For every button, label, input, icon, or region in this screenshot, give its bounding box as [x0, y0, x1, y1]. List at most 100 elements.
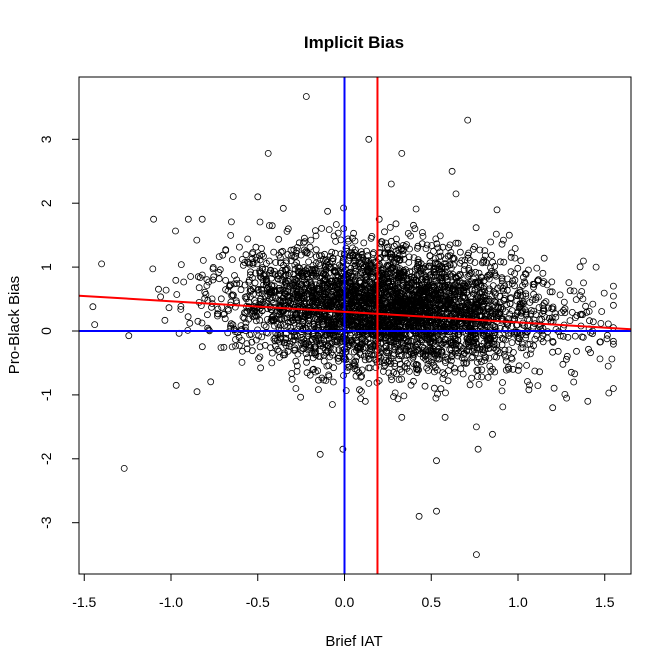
data-point: [447, 272, 455, 280]
data-point: [268, 222, 276, 230]
data-point: [349, 290, 357, 297]
data-point: [300, 234, 308, 242]
data-point: [91, 321, 99, 329]
data-point: [304, 346, 312, 354]
data-point: [201, 288, 209, 296]
data-point: [345, 337, 353, 345]
data-point: [587, 329, 594, 337]
data-point: [412, 205, 420, 213]
data-point: [292, 357, 300, 365]
data-point: [280, 314, 288, 322]
data-point: [205, 326, 213, 334]
data-point: [540, 278, 548, 286]
data-point: [572, 296, 580, 304]
data-point: [517, 257, 525, 265]
data-point: [349, 302, 357, 310]
data-point: [265, 222, 273, 229]
data-point: [499, 236, 507, 244]
data-point: [297, 347, 305, 354]
data-point: [342, 261, 350, 269]
data-point: [407, 275, 415, 283]
data-point: [365, 135, 373, 143]
data-point: [536, 316, 544, 323]
data-point: [535, 304, 543, 311]
data-point: [610, 337, 617, 345]
y-tick-label: -1: [38, 388, 54, 401]
data-point: [451, 287, 459, 295]
data-point: [469, 245, 477, 253]
data-point: [399, 268, 407, 276]
data-point: [517, 344, 525, 352]
data-point: [380, 363, 388, 370]
data-point: [539, 269, 547, 277]
data-point: [464, 254, 472, 262]
data-point: [384, 292, 392, 300]
data-point: [346, 269, 354, 277]
data-point: [561, 305, 569, 313]
data-point: [442, 389, 449, 397]
data-point: [162, 286, 170, 294]
data-point: [441, 371, 448, 378]
data-point: [242, 295, 250, 303]
data-point: [508, 249, 516, 257]
data-point: [499, 284, 507, 292]
data-point: [472, 423, 480, 431]
data-point: [426, 252, 434, 260]
data-point: [339, 337, 347, 345]
data-point: [195, 284, 203, 292]
data-point: [604, 331, 611, 339]
data-point: [485, 287, 493, 295]
data-point: [447, 304, 454, 312]
data-point: [524, 378, 531, 385]
data-point: [397, 301, 405, 309]
data-point: [465, 267, 473, 274]
data-point: [387, 336, 395, 344]
data-point: [438, 340, 446, 348]
data-point: [339, 283, 347, 291]
data-point: [457, 365, 465, 373]
data-point: [474, 373, 482, 380]
data-point: [423, 318, 431, 326]
data-point: [388, 283, 396, 291]
data-point: [586, 317, 593, 325]
data-point: [472, 335, 480, 343]
data-point: [357, 351, 365, 359]
data-point: [375, 358, 383, 366]
data-point: [392, 220, 400, 228]
data-point: [422, 245, 430, 253]
data-point: [414, 366, 422, 374]
data-point: [228, 256, 236, 264]
data-point: [506, 300, 514, 307]
data-point: [402, 335, 410, 343]
data-point: [447, 335, 455, 343]
data-point: [279, 204, 287, 212]
data-point: [432, 255, 439, 262]
x-axis: -1.5 -1.0 -0.5 0.0 0.5 1.0 1.5: [72, 574, 615, 610]
data-point: [394, 343, 402, 351]
y-tick-label: 3: [38, 135, 54, 143]
data-point: [297, 339, 305, 347]
data-point: [268, 296, 276, 304]
data-point: [258, 244, 265, 252]
data-point: [527, 350, 534, 358]
data-point: [275, 347, 283, 355]
data-point: [414, 242, 422, 250]
data-point: [430, 247, 437, 255]
data-point: [436, 248, 444, 256]
data-point: [580, 279, 587, 287]
data-point: [177, 261, 185, 269]
data-point: [541, 313, 548, 320]
data-point: [292, 385, 300, 392]
data-point: [252, 243, 260, 251]
data-point: [563, 394, 570, 402]
data-point: [362, 257, 370, 265]
data-point: [511, 245, 519, 252]
plot-frame: [78, 76, 632, 575]
data-point: [511, 282, 518, 290]
data-point: [572, 314, 579, 322]
data-point: [355, 284, 363, 292]
data-point: [479, 306, 487, 314]
data-point: [98, 260, 105, 268]
data-point: [518, 340, 526, 348]
data-point: [293, 259, 301, 267]
